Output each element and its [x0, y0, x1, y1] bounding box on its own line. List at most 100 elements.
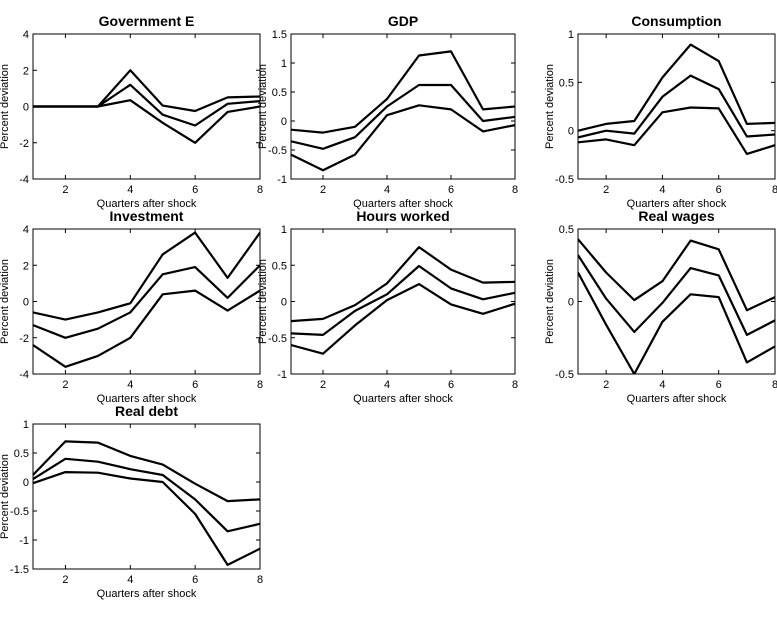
y-tick-label: 2: [23, 65, 29, 77]
x-tick-label: 8: [772, 184, 777, 196]
y-tick-label: 0: [281, 297, 287, 309]
x-tick-label: 6: [192, 184, 198, 196]
chart-panel-3: Consumption 2 4 6 8 -0.5 0 0.5 1 Quarters after s…: [544, 13, 777, 210]
y-tick-label: 0: [23, 102, 29, 114]
chart-title: Government E: [99, 13, 195, 29]
series-line-2: [578, 74, 775, 139]
y-tick-label: -0.5: [10, 506, 29, 518]
x-tick-label: 2: [62, 379, 68, 391]
x-tick-label: 6: [192, 379, 198, 391]
y-tick-label: -0.5: [268, 333, 287, 345]
y-tick-label: 0: [568, 126, 574, 138]
x-tick-label: 2: [62, 184, 68, 196]
y-tick-label: 1: [568, 29, 574, 41]
y-axis-label: Percent deviation: [0, 454, 11, 539]
y-tick-label: 1: [281, 224, 287, 236]
series-line-2: [291, 83, 515, 150]
x-axis-label: Quarters after shock: [353, 393, 453, 405]
y-tick-label: -4: [19, 369, 29, 381]
series-line-2: [578, 254, 775, 336]
x-axis-label: Quarters after shock: [627, 393, 727, 405]
chart-panel-2: GDP 2 4 6 8 -1 -0.5 0 0.5 1 1.5 Quarters after shoc…: [257, 13, 518, 210]
x-tick-label: 4: [659, 379, 665, 391]
x-tick-label: 8: [512, 184, 518, 196]
series-line-2: [33, 264, 260, 339]
x-tick-label: 6: [448, 379, 454, 391]
chart-panel-7: Real debt 2 4 6 8 -1.5 -1 -0.5 0 0.5 1 Quarters aft…: [0, 403, 263, 600]
x-axis-label: Quarters after shock: [627, 198, 727, 210]
y-tick-label: 0: [281, 116, 287, 128]
chart-title: Real wages: [638, 208, 714, 224]
y-tick-label: 0: [568, 297, 574, 309]
chart-panel-4: Investment 2 4 6 8 -4 -2 0 2 4 Quarters after shoc…: [0, 208, 263, 405]
chart-title: Consumption: [631, 13, 721, 29]
series-line-1: [33, 231, 260, 321]
x-tick-label: 8: [257, 184, 263, 196]
series-line-3: [33, 471, 260, 567]
y-tick-label: -4: [19, 174, 29, 186]
y-tick-label: -0.5: [555, 174, 574, 186]
series-line-3: [33, 99, 260, 144]
y-tick-label: 4: [23, 29, 29, 41]
series-line-1: [291, 50, 515, 134]
x-tick-label: 4: [384, 184, 390, 196]
x-axis-label: Quarters after shock: [97, 198, 197, 210]
x-tick-label: 2: [603, 184, 609, 196]
chart-title: GDP: [388, 13, 418, 29]
chart-panel-1: Government E 2 4 6 8 -4 -2 0 2 4 Quarters after sh…: [0, 13, 263, 210]
x-axis-label: Quarters after shock: [97, 588, 197, 600]
y-tick-label: -1: [277, 369, 287, 381]
x-tick-label: 8: [512, 379, 518, 391]
y-tick-label: -1: [19, 535, 29, 547]
x-tick-label: 2: [320, 379, 326, 391]
x-tick-label: 6: [192, 574, 198, 586]
y-tick-label: 4: [23, 224, 29, 236]
x-tick-label: 2: [603, 379, 609, 391]
series-line-1: [578, 43, 775, 132]
x-tick-label: 6: [448, 184, 454, 196]
y-axis-label: Percent deviation: [257, 64, 269, 149]
y-axis-label: Percent deviation: [544, 64, 556, 149]
chart-panel-5: Hours worked 2 4 6 8 -1 -0.5 0 0.5 1 Quarters afte…: [257, 208, 518, 405]
x-tick-label: 4: [127, 574, 133, 586]
x-tick-label: 4: [659, 184, 665, 196]
y-tick-label: 0: [23, 477, 29, 489]
y-tick-label: -1.5: [10, 564, 29, 576]
y-tick-label: -0.5: [268, 145, 287, 157]
series-line-1: [291, 246, 515, 323]
series-line-2: [291, 264, 515, 336]
x-axis-label: Quarters after shock: [353, 198, 453, 210]
y-tick-label: 0.5: [559, 224, 574, 236]
y-axis-label: Percent deviation: [257, 259, 269, 344]
y-tick-label: 1.5: [272, 29, 287, 41]
y-tick-label: 0: [23, 297, 29, 309]
y-tick-label: 0.5: [14, 448, 29, 460]
y-axis-label: Percent deviation: [544, 259, 556, 344]
series-line-1: [578, 238, 775, 312]
x-tick-label: 2: [62, 574, 68, 586]
y-tick-label: 1: [281, 58, 287, 70]
y-tick-label: -0.5: [555, 369, 574, 381]
y-axis-label: Percent deviation: [0, 64, 11, 149]
series-line-1: [33, 440, 260, 503]
x-tick-label: 8: [772, 379, 777, 391]
y-tick-label: -1: [277, 174, 287, 186]
chart-title: Investment: [110, 208, 184, 224]
chart-title: Real debt: [115, 403, 178, 419]
plot-area: [32, 423, 261, 570]
plot-area: [32, 228, 261, 375]
chart-title: Hours worked: [356, 208, 449, 224]
series-line-3: [578, 106, 775, 155]
series-line-2: [33, 457, 260, 533]
series-line-3: [578, 271, 775, 374]
x-tick-label: 2: [320, 184, 326, 196]
y-tick-label: 0.5: [272, 87, 287, 99]
x-tick-label: 6: [716, 184, 722, 196]
x-tick-label: 6: [716, 379, 722, 391]
y-tick-label: 1: [23, 419, 29, 431]
x-tick-label: 4: [384, 379, 390, 391]
plot-area: [577, 33, 776, 180]
y-tick-label: 0.5: [559, 77, 574, 89]
series-line-3: [291, 104, 515, 172]
